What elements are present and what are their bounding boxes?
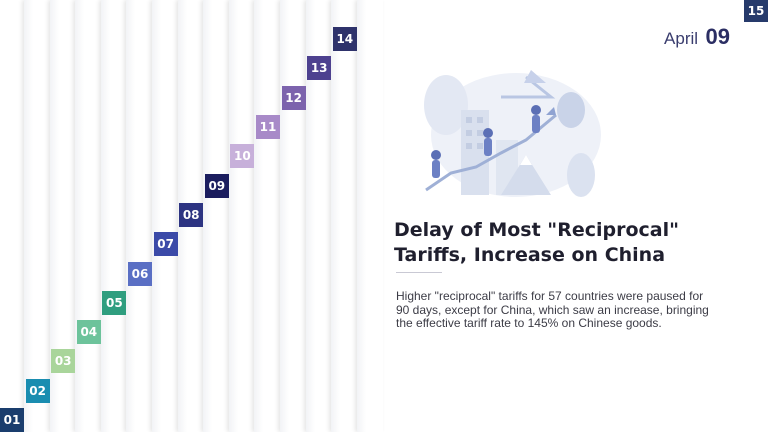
page-strip [331, 0, 358, 432]
event-description: Higher "reciprocal" tariffs for 57 count… [396, 289, 709, 330]
timeline-badge-14[interactable]: 14 [332, 27, 357, 52]
timeline-badge-12[interactable]: 12 [281, 85, 306, 110]
timeline-badge-05[interactable]: 05 [102, 290, 127, 315]
timeline-badge-11[interactable]: 11 [256, 115, 280, 139]
event-month: April [664, 29, 699, 48]
timeline-badge-15[interactable]: 15 [744, 0, 768, 22]
business-growth-illustration-icon [424, 70, 601, 197]
page-strip [203, 0, 230, 432]
timeline-badge-10[interactable]: 10 [230, 144, 255, 169]
page-strip [356, 0, 383, 432]
page-strip [254, 0, 281, 432]
event-panel: April 09 [356, 0, 768, 432]
timeline-badge-09[interactable]: 09 [204, 173, 229, 198]
timeline-badge-02[interactable]: 02 [25, 378, 50, 403]
timeline-badge-08[interactable]: 08 [179, 202, 204, 227]
page-strip [24, 0, 50, 432]
page-strip [280, 0, 306, 432]
event-date: April 09 [664, 24, 730, 50]
event-day: 09 [705, 24, 730, 49]
timeline-badge-07[interactable]: 07 [153, 232, 178, 257]
page-strip [100, 0, 127, 432]
timeline-badge-03[interactable]: 03 [51, 349, 76, 374]
title-divider [396, 272, 442, 273]
event-title: Delay of Most "Reciprocal" Tariffs, Incr… [394, 219, 680, 266]
page-strip [126, 0, 153, 432]
timeline-badge-13[interactable]: 13 [307, 56, 332, 81]
page-strip [228, 0, 255, 432]
timeline-badge-06[interactable]: 06 [128, 261, 152, 286]
timeline-badge-04[interactable]: 04 [76, 320, 101, 345]
page-strip [75, 0, 102, 432]
page-strip [152, 0, 178, 432]
timeline-badge-01[interactable]: 01 [0, 408, 24, 432]
